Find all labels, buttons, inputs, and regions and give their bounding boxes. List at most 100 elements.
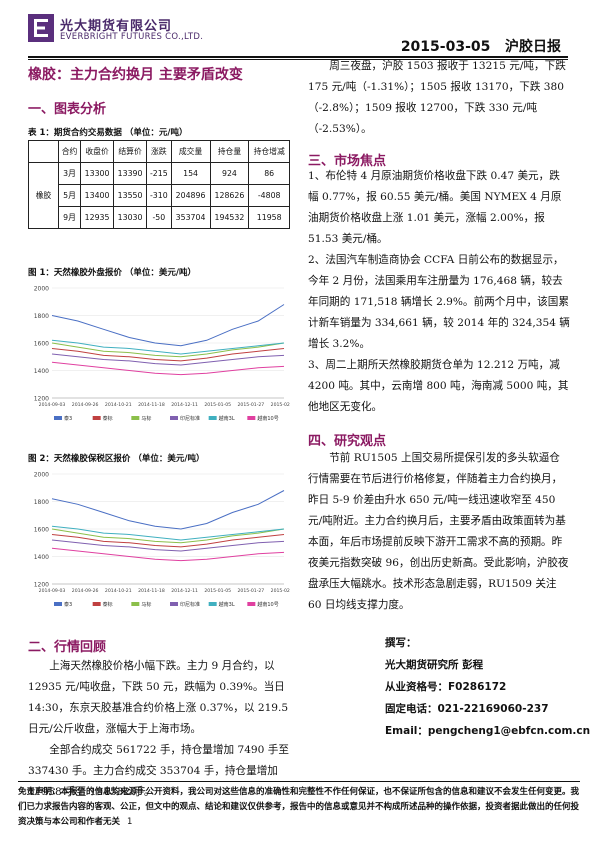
legend-label: 泰3 [64,601,72,608]
table-cell: 924 [209,162,250,185]
table-cell: 9月 [57,206,82,229]
series-line [51,342,285,358]
contact-license: 从业资格号：F0286172 [385,681,507,693]
table-cell: 13390 [113,162,148,185]
table-cell: 204896 [170,184,211,207]
section-heading-research-view: 四、研究观点 [308,434,387,449]
series-line [51,490,285,530]
table-cell: 11958 [248,206,290,229]
footer-rule [18,781,580,782]
x-tick-label: 2014-09-26 [72,402,99,408]
table-cell: 128626 [209,184,250,207]
legend-swatch [54,416,62,420]
table-header-cell: 持仓量 [209,140,250,163]
series-line [51,525,285,541]
table-header-cell: 结算价 [113,140,148,163]
table-cell: 353704 [170,206,211,229]
series-line [51,339,285,355]
x-tick-label: 2014-09-03 [39,402,66,408]
table-cell: -215 [146,162,172,185]
x-tick-label: 2014-12-11 [171,588,198,594]
table-header-row: 合约 收盘价 结算价 涨跌 成交量 持仓量 持仓增减 [28,140,290,163]
disclaimer-text: 免责声明：本报告的信息均来源于公开资料，我公司对这些信息的准确性和完整性不作任何… [18,787,580,827]
legend-label: 泰标 [103,601,113,608]
market-focus-item-3: 3、周二上期所天然橡胶期货仓单为 12.212 万吨，减 4200 吨。其中，云… [308,359,569,413]
x-tick-label: 2014-10-21 [105,402,132,408]
contact-phone: 固定电话：021-22169060-237 [385,703,549,715]
legend-swatch [170,416,178,420]
legend-swatch [131,416,140,420]
legend-label: 越南3L [219,601,235,608]
table-cell: 86 [248,162,290,185]
header-rule-thin [28,59,568,60]
legend-swatch [54,602,62,606]
series-line [51,534,285,548]
table-row-label: 橡胶 [28,162,59,229]
header-rule [28,56,568,58]
x-tick-label: 2015-01-05 [204,588,231,594]
chart-bonded-rubber-quotes: 1200 1400 1600 1800 2000 2014-09-03 2014-09-26… [34,472,290,609]
table-header-cell: 合约 [57,140,82,163]
legend-swatch [170,602,178,606]
chart-outer-rubber-quotes: 1200 1400 1600 1800 2000 2014-09-03 2014-09-26… [34,286,290,423]
legend-swatch [247,602,256,606]
disclaimer: 免责声明：本报告的信息均来源于公开资料，我公司对这些信息的准确性和完整性不作任何… [18,785,580,830]
legend-label: 马标 [141,601,151,608]
x-tick-label: 2014-12-11 [171,402,198,408]
contact-author: 光大期货研究所 彭程 [385,659,484,671]
y-tick-label: 1400 [34,368,49,375]
x-tick-label: 2014-11-18 [138,402,165,408]
legend-swatch [92,416,101,420]
legend-label: 越南3L [219,415,235,422]
table-header-cell [28,140,59,163]
report-header: 2015-03-05 沪胶日报 [401,36,561,56]
contact-email[interactable]: Email：pengcheng1@ebfcn.com.cn [385,725,591,737]
futures-trade-table: 合约 收盘价 结算价 涨跌 成交量 持仓量 持仓增减 橡胶 3月 13300 1… [28,140,290,229]
legend-swatch [208,416,217,420]
x-tick-label: 2014-09-26 [72,588,99,594]
table-header-cell: 成交量 [170,140,211,163]
series-line [51,304,285,347]
table-cell: -50 [146,206,172,229]
table-cell: 13550 [113,184,148,207]
y-tick-label: 2000 [34,472,49,479]
table-header-cell: 持仓增减 [248,140,290,163]
market-review-paragraph-2: 全部合约成交 561722 手，持仓量增加 7490 手至 337430 手。主… [28,744,289,798]
legend-label: 越南10号 [257,415,278,422]
series-line [51,528,285,544]
research-view-paragraph: 节前 RU1505 上国交易所提保引发的多头软逼仓行情需要在节后进行价格修复，伴… [308,452,569,611]
section-heading-chart-analysis: 一、图表分析 [28,102,107,117]
series-line [51,361,285,376]
chart1-caption: 图 1：天然橡胶外盘报价 （单位：美元/吨） [28,268,196,278]
y-tick-label: 2000 [34,286,49,293]
y-tick-label: 1400 [34,554,49,561]
table-row: 9月 12935 13030 -50 353704 194532 11958 [29,206,290,229]
legend-label: 泰标 [103,415,113,422]
table-cell: 12935 [80,206,115,229]
contact-label: 撰写： [385,637,417,649]
section-heading-market-review: 二、行情回顾 [28,640,107,655]
x-tick-label: 2014-11-18 [138,588,165,594]
night-session-paragraph: 周三夜盘，沪胶 1503 报收于 13215 元/吨，下跌 175 元/吨（-1… [308,60,566,135]
table-header-cell: 涨跌 [146,140,172,163]
report-name: 沪胶日报 [505,39,561,55]
company-logo-icon [28,14,54,42]
section-heading-market-focus: 三、市场焦点 [308,154,387,169]
y-tick-label: 1200 [34,582,49,589]
y-tick-label: 1200 [34,396,49,403]
y-tick-label: 1800 [34,313,49,320]
company-name-cn: 光大期货有限公司 [60,19,173,34]
table-cell: 13030 [113,206,148,229]
series-line [51,353,285,366]
legend-label: 印尼标准 [180,601,200,608]
report-title: 橡胶：主力合约换月 主要矛盾改变 [28,67,243,83]
table-row: 5月 13400 13550 -310 204896 128626 -4808 [29,184,290,207]
x-tick-label: 2015-01-05 [204,402,231,408]
series-line [51,547,285,562]
series-line [51,348,285,362]
x-tick-label: 2014-09-03 [39,588,66,594]
table-cell: -4808 [248,184,290,207]
x-tick-label: 2015-02-27 [271,588,290,594]
report-date: 2015-03-05 [400,39,491,55]
y-tick-label: 1600 [34,341,49,348]
